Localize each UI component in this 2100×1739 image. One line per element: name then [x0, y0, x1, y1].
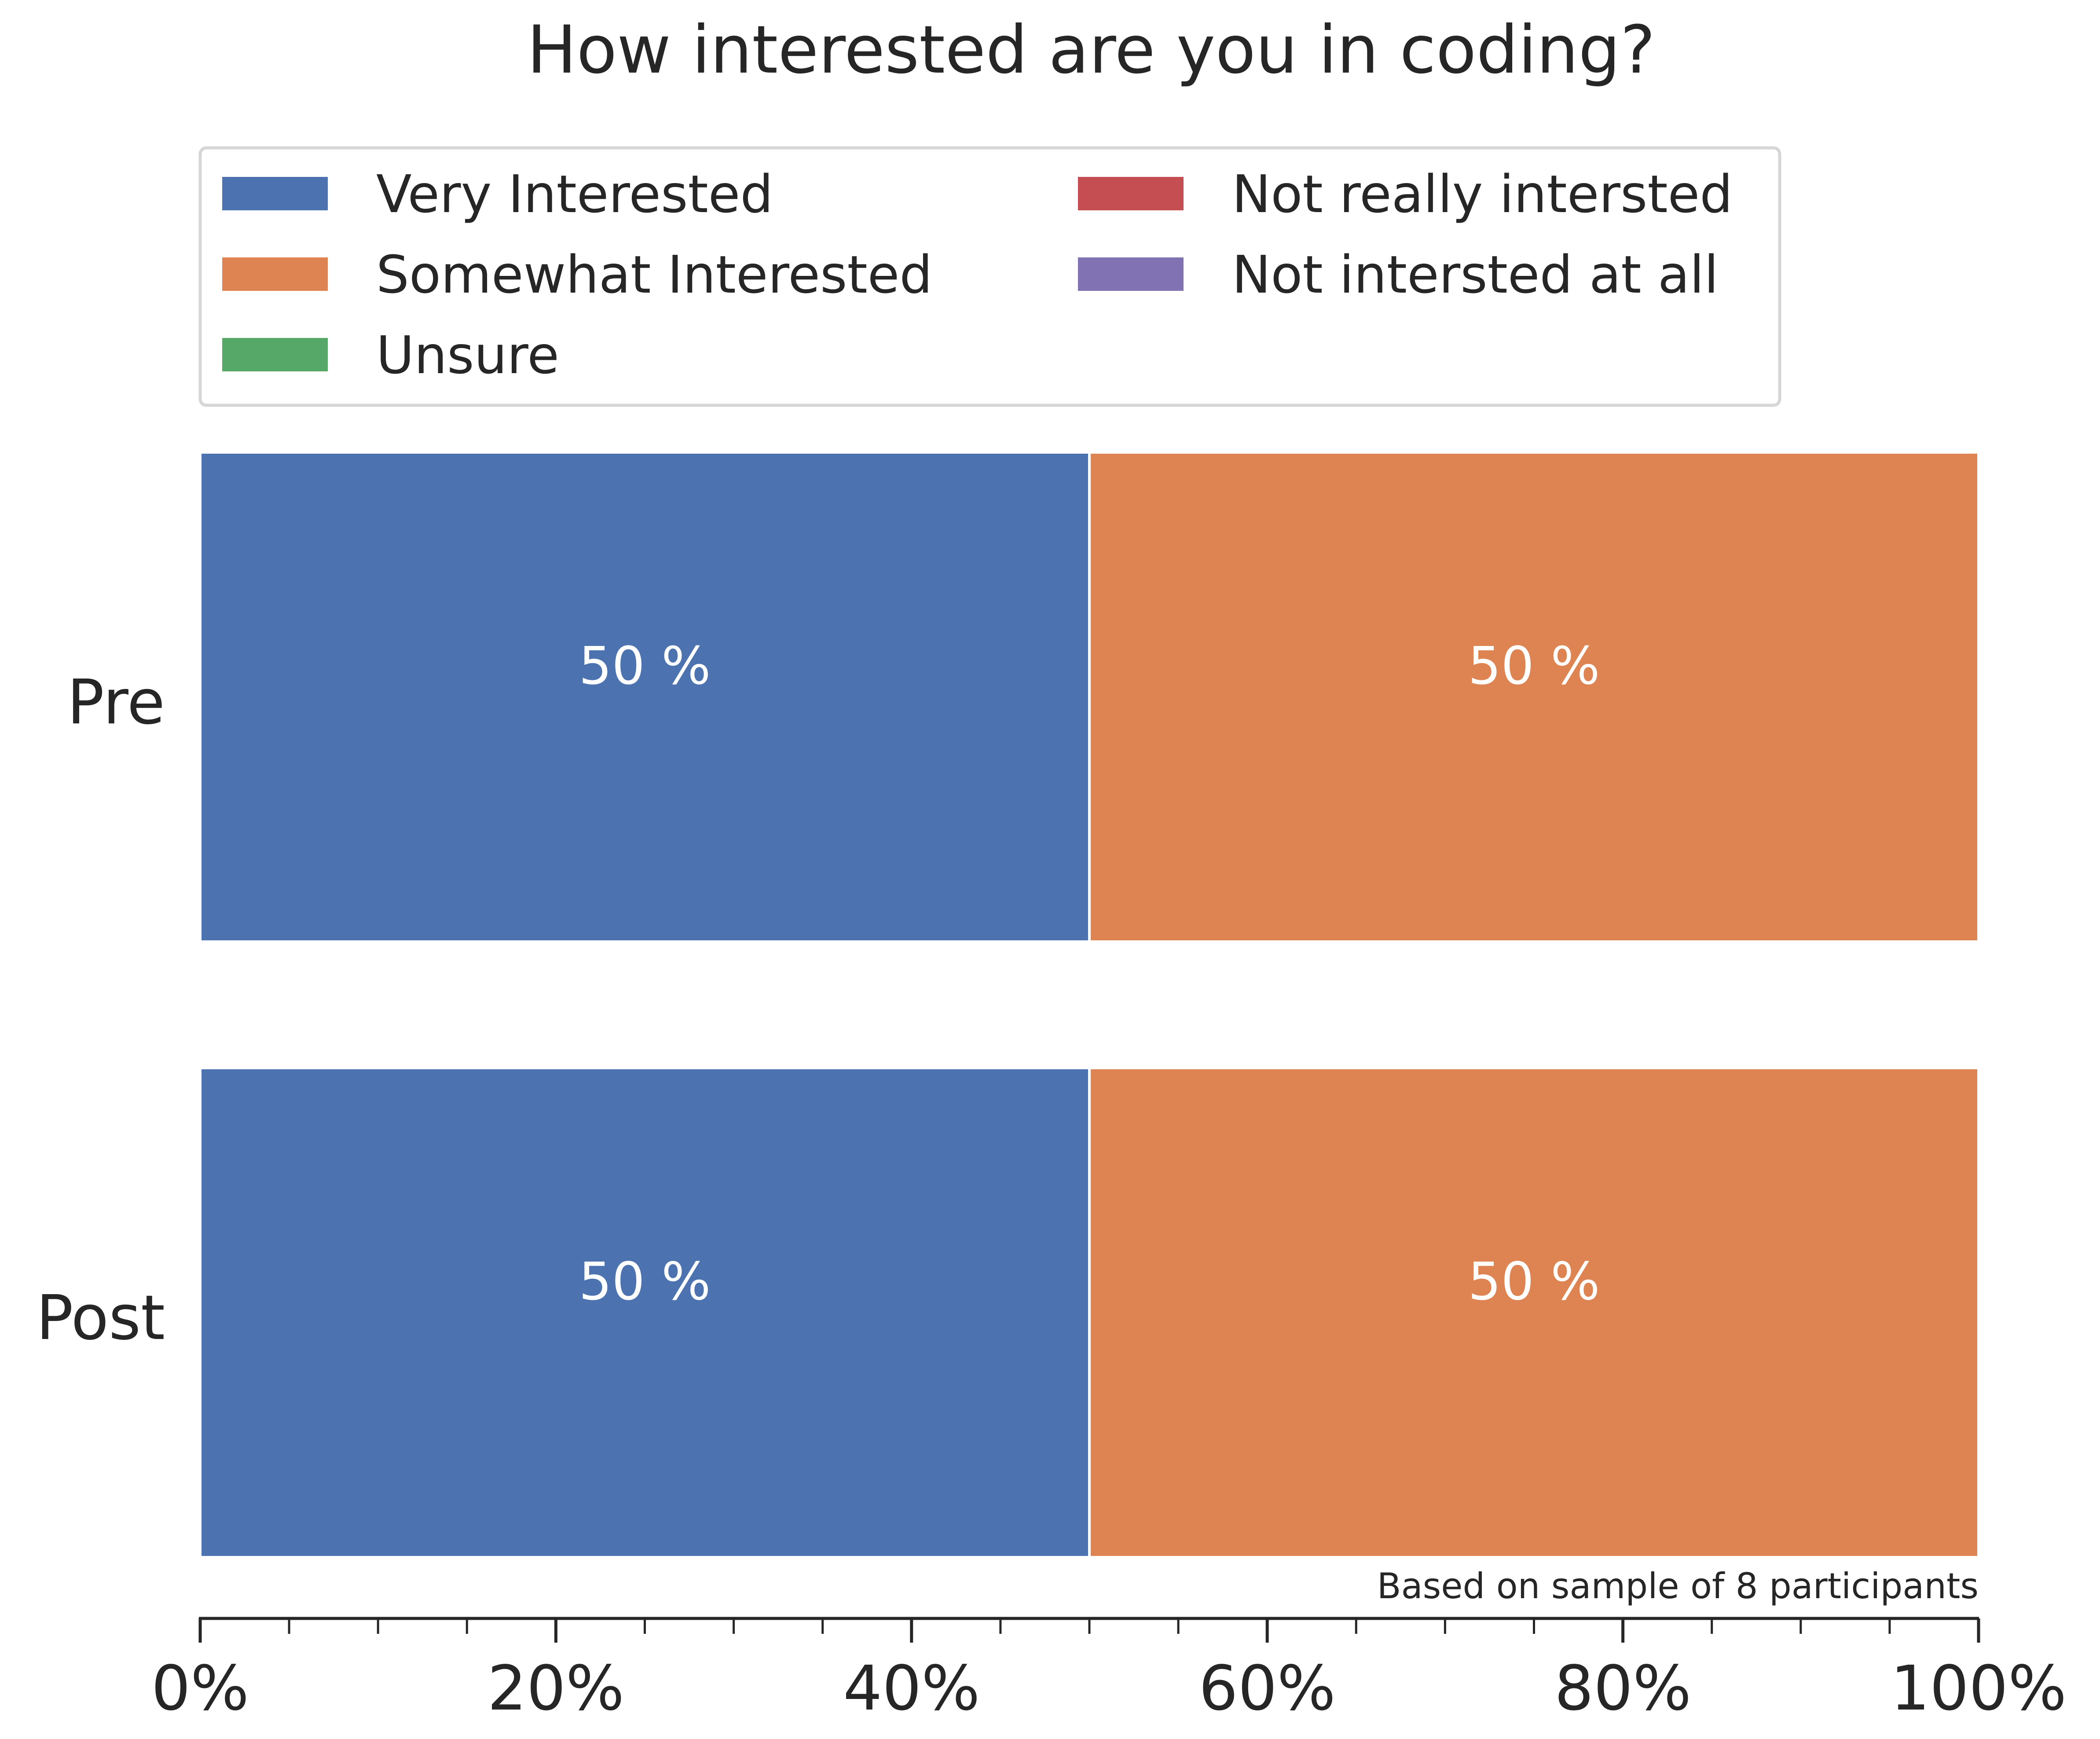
value-label-pre-1: 50 %: [1468, 635, 1600, 696]
legend-swatch-2: [222, 338, 328, 371]
value-label-post-0: 50 %: [579, 1251, 711, 1312]
y-tick-label-post: Post: [36, 1282, 165, 1354]
legend-frame: [198, 146, 1781, 407]
legend-swatch-0: [222, 177, 328, 210]
legend-label-0: Very Interested: [376, 164, 773, 224]
x-axis: 0% 20% 40% 60% 80% 100%: [151, 1617, 2067, 1724]
legend-label-4: Not intersted at all: [1232, 244, 1719, 305]
legend: Very Interested Somewhat Interested Unsure…: [198, 146, 1781, 407]
legend-label-3: Not really intersted: [1232, 164, 1733, 224]
x-tick-label-80: 80%: [1554, 1653, 1691, 1724]
legend-swatch-3: [1078, 177, 1184, 210]
x-tick-label-100: 100%: [1891, 1653, 2067, 1724]
value-labels: 50 % 50 % 50 % 50 %: [579, 635, 1600, 1312]
x-tick-label-20: 20%: [487, 1653, 624, 1724]
sample-size-annotation: Based on sample of 8 participants: [1377, 1566, 1979, 1607]
bar-post-0: [199, 1067, 1091, 1559]
bar-post-1: [1088, 1067, 1980, 1559]
bars: [199, 451, 1980, 1559]
y-tick-label-pre: Pre: [67, 667, 165, 738]
y-axis: Pre Post: [36, 667, 165, 1354]
value-label-post-1: 50 %: [1468, 1251, 1600, 1312]
legend-label-2: Unsure: [376, 325, 559, 385]
chart-title: How interested are you in coding?: [527, 12, 1656, 88]
bar-pre-0: [199, 451, 1091, 943]
bar-pre-1: [1088, 451, 1980, 943]
legend-swatch-4: [1078, 257, 1184, 291]
value-label-pre-0: 50 %: [579, 635, 711, 696]
x-tick-label-60: 60%: [1199, 1653, 1336, 1724]
x-tick-label-40: 40%: [843, 1653, 980, 1724]
x-tick-label-0: 0%: [151, 1653, 249, 1724]
legend-label-1: Somewhat Interested: [376, 244, 932, 305]
legend-swatch-1: [222, 257, 328, 291]
